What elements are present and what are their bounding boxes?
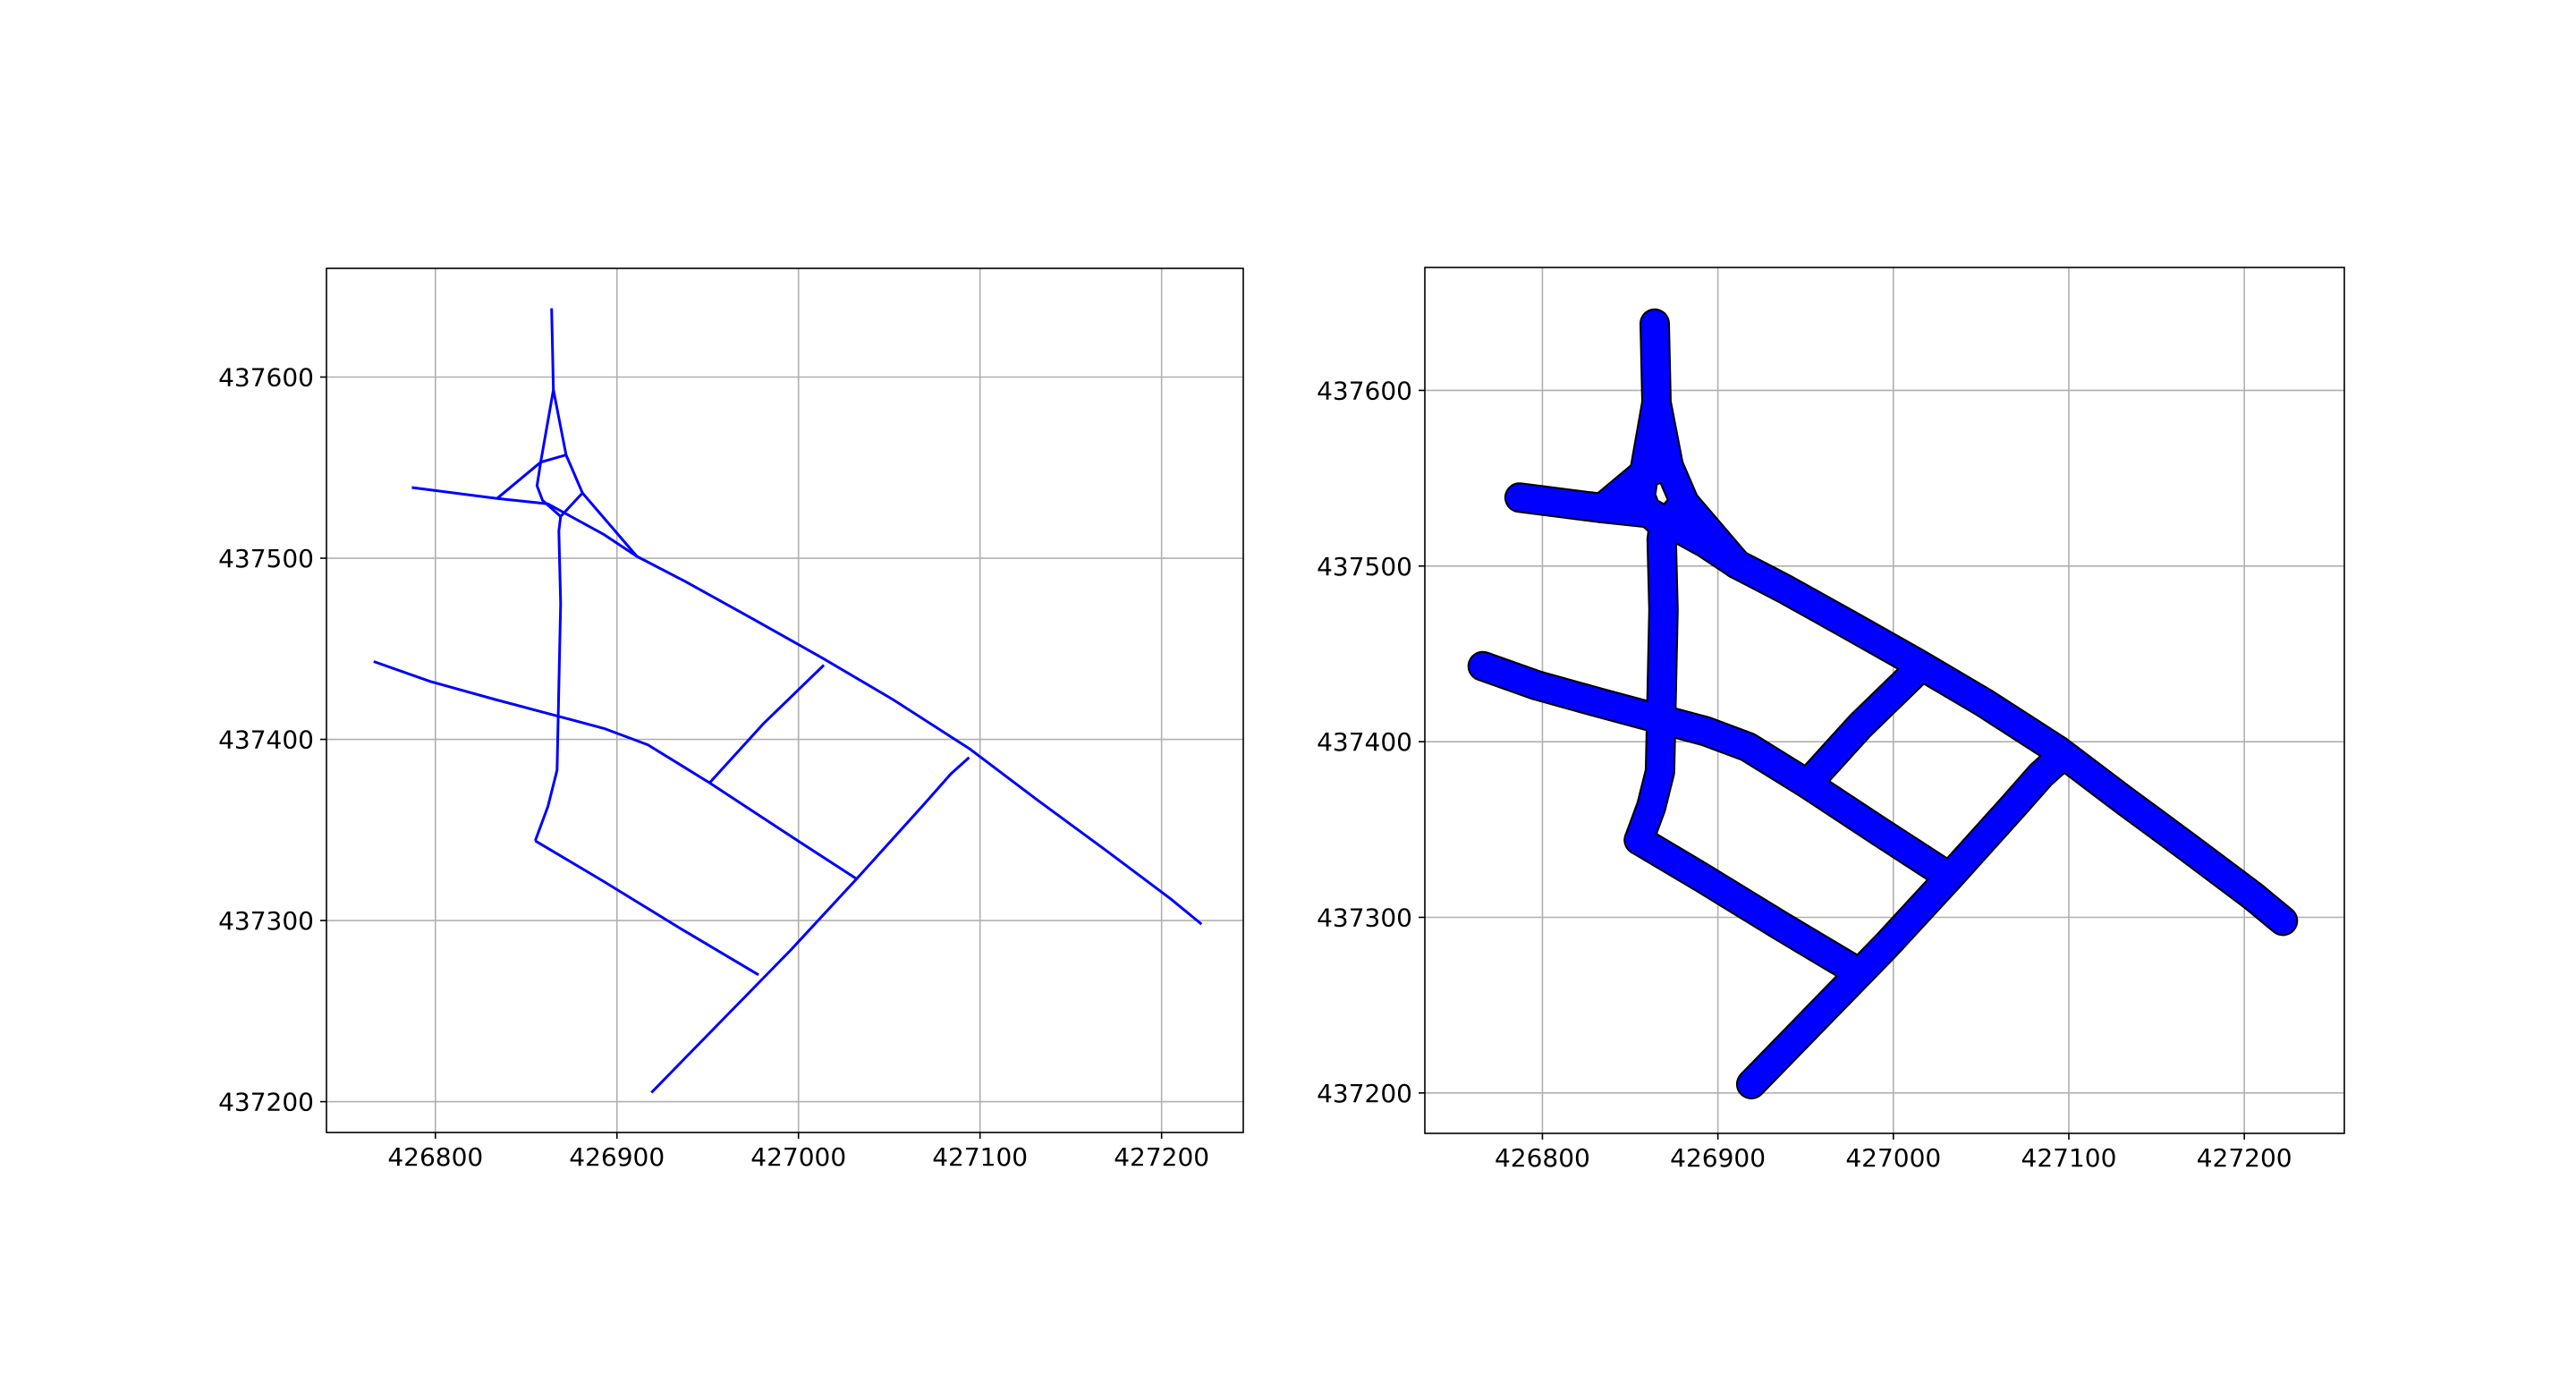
road-buffer [1793,656,1932,798]
x-tick-label: 427200 [1114,1142,1209,1172]
right-chart-panel: 426800 426900 427000 427100 427200 437200 4373… [1317,267,2345,1173]
x-tick-label: 427200 [2197,1143,2292,1173]
buffer-fill-group [1469,310,2297,1098]
x-tick-label: 426800 [1495,1143,1590,1173]
road-line [540,454,567,464]
road-line [708,664,826,785]
series-group [373,308,1203,1094]
road-buffer [1469,652,1963,891]
y-tick-label: 437300 [218,906,314,936]
y-tick-label: 437400 [1317,727,1412,757]
left-chart-panel: 426800 426900 427000 427100 427200 437200 4373… [218,267,1244,1172]
y-tick-label: 437300 [1317,903,1412,932]
road-line [411,486,1203,926]
y-tick-label: 437600 [1317,376,1412,405]
road-line [534,839,759,977]
y-tick-label: 437200 [218,1088,314,1117]
road-buffer [1737,745,2072,1098]
road-line [373,660,858,880]
x-tick-label: 427100 [932,1142,1028,1172]
axes-frame [326,267,1244,1133]
road-line [496,461,542,500]
y-tick-label: 437500 [1317,552,1412,581]
road-buffer [1625,827,1868,984]
road-line [650,756,970,1094]
x-tick-label: 427000 [750,1142,846,1172]
road-line [533,492,584,842]
y-tick-label: 437600 [218,363,314,393]
x-tick-label: 427000 [1845,1143,1941,1173]
y-tick-label: 437400 [218,725,314,755]
x-tick-label: 426800 [387,1142,483,1172]
y-tick-label: 437200 [1317,1079,1412,1108]
x-tick-label: 426900 [569,1142,665,1172]
x-tick-label: 426900 [1670,1143,1766,1173]
axes-frame [1424,267,2345,1134]
y-tick-label: 437500 [218,544,314,573]
series-group [1467,308,2299,1099]
x-tick-label: 427100 [2021,1143,2117,1173]
road-buffer [1625,489,1699,854]
